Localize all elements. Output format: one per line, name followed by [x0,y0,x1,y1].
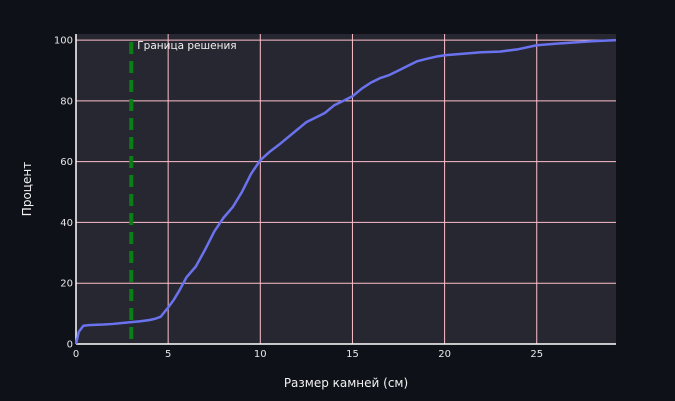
y-tick-label: 0 [67,340,73,351]
x-tick-label: 10 [254,349,267,360]
decision-boundary-label: Граница решения [137,40,236,52]
y-tick-label: 20 [60,279,73,290]
x-tick-labels: 0 5 10 15 20 25 [73,349,543,360]
y-tick-label: 60 [60,157,73,168]
x-tick-label: 0 [73,349,79,360]
y-tick-label: 40 [60,218,73,229]
series-line [74,38,617,345]
x-tick-label: 20 [438,349,451,360]
y-axis-title: Процент [20,162,34,216]
x-tick-label: 25 [530,349,543,360]
x-tick-label: 5 [165,349,171,360]
y-tick-label: 100 [54,36,73,47]
plot-area [76,34,616,344]
x-axis-title: Размер камней (см) [284,376,408,390]
y-tick-label: 80 [60,96,73,107]
y-tick-labels: 0 20 40 60 80 100 [54,36,73,351]
x-tick-label: 15 [346,349,359,360]
